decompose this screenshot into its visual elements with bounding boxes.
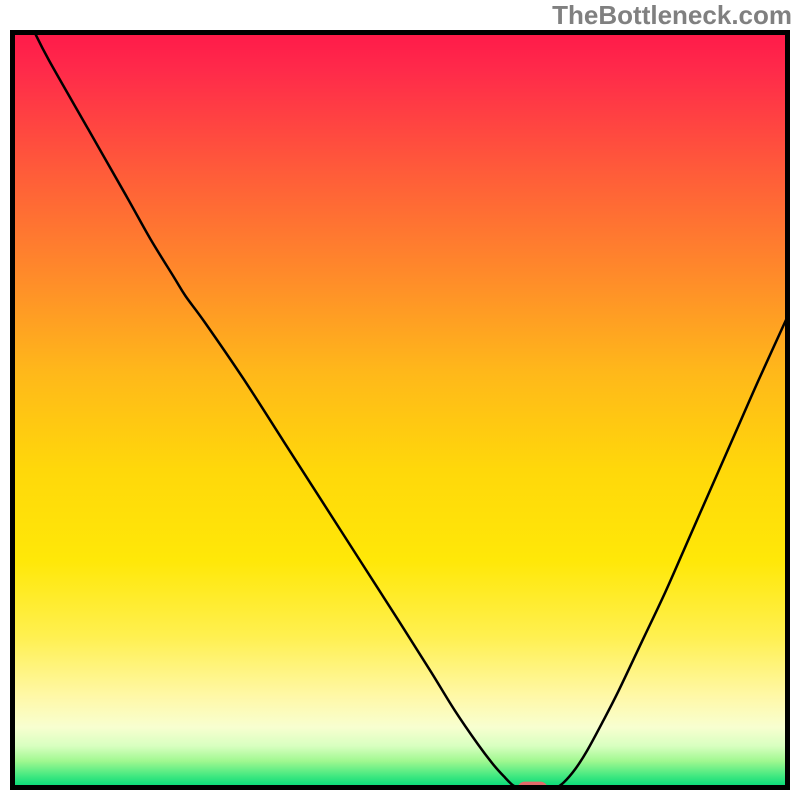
attribution-label: TheBottleneck.com <box>552 0 792 31</box>
bottleneck-chart <box>0 0 800 800</box>
chart-container: TheBottleneck.com <box>0 0 800 800</box>
gradient-background <box>13 33 788 788</box>
